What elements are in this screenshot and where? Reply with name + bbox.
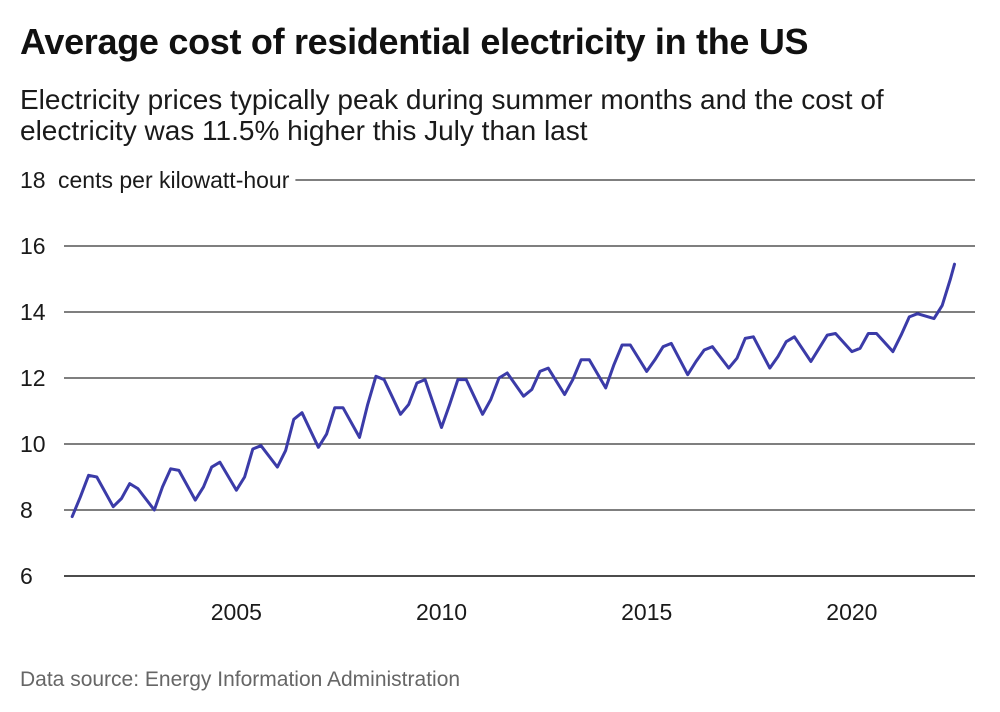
page-subtitle: Electricity prices typically peak during… xyxy=(20,84,884,146)
series-layer xyxy=(70,262,956,519)
y-tick-label-12: 12 xyxy=(20,365,46,391)
y-tick-label-8: 8 xyxy=(20,497,33,523)
page-title: Average cost of residential electricity … xyxy=(20,21,809,62)
x-tick-label-2010: 2010 xyxy=(416,599,467,625)
gridlines xyxy=(64,179,975,577)
y-tick-label-14: 14 xyxy=(20,299,46,325)
y-tick-label-16: 16 xyxy=(20,233,46,259)
y-axis-labels: 6 8 10 12 14 16 18 cents per kilowatt-hour xyxy=(20,164,296,589)
x-tick-label-2020: 2020 xyxy=(826,599,877,625)
y-axis-unit-label: cents per kilowatt-hour xyxy=(58,167,290,193)
x-tick-label-2005: 2005 xyxy=(211,599,262,625)
data-source-note: Data source: Energy Information Administ… xyxy=(20,668,461,691)
y-tick-label-6: 6 xyxy=(20,563,33,589)
series-line-0 xyxy=(70,262,956,519)
x-tick-label-2015: 2015 xyxy=(621,599,672,625)
unit-label-background xyxy=(54,164,296,196)
y-tick-label-18: 18 xyxy=(20,167,46,193)
line-chart: 6 8 10 12 14 16 18 cents per kilowatt-hour 2005… xyxy=(20,164,975,625)
x-axis-labels: 2005 2010 2015 2020 xyxy=(211,599,878,625)
y-tick-label-10: 10 xyxy=(20,431,46,457)
